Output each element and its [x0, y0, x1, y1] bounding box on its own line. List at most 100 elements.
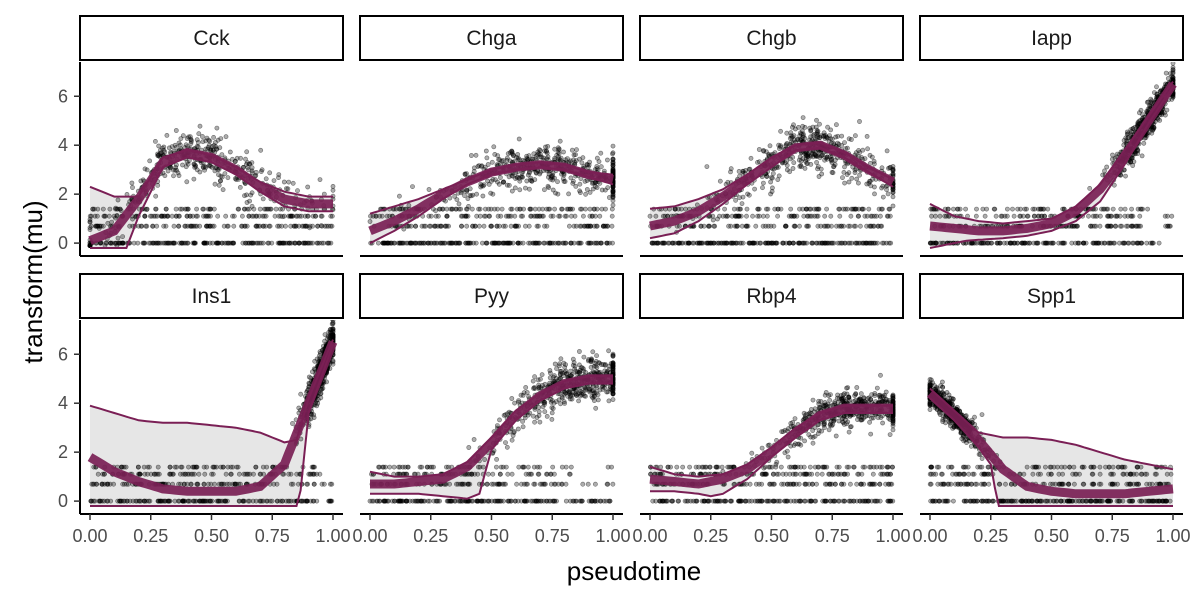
- data-point: [798, 158, 804, 164]
- data-point: [880, 194, 886, 200]
- data-point: [187, 498, 193, 504]
- data-point: [473, 152, 479, 158]
- data-point: [839, 143, 844, 148]
- data-point: [222, 171, 228, 176]
- data-point: [257, 206, 263, 212]
- data-point: [605, 223, 611, 229]
- data-point: [529, 213, 534, 219]
- data-point: [478, 181, 484, 187]
- data-point: [137, 471, 143, 477]
- data-point: [871, 158, 877, 164]
- data-point: [1108, 213, 1114, 219]
- data-point: [291, 498, 297, 504]
- data-point: [1119, 223, 1125, 229]
- data-point: [1167, 71, 1173, 76]
- data-point: [1138, 206, 1143, 212]
- data-point: [317, 391, 323, 397]
- data-point: [837, 213, 843, 219]
- data-point: [954, 206, 960, 212]
- data-point: [572, 213, 578, 219]
- data-point: [868, 183, 874, 189]
- data-point: [1031, 213, 1037, 219]
- data-point: [330, 183, 336, 189]
- data-point: [489, 498, 495, 504]
- data-point: [217, 178, 223, 184]
- data-point: [296, 223, 302, 229]
- data-point: [973, 213, 979, 219]
- data-point: [193, 213, 199, 219]
- data-point: [869, 213, 875, 219]
- data-point: [1061, 240, 1066, 246]
- data-point: [581, 213, 586, 219]
- data-point: [839, 133, 845, 139]
- data-point: [728, 223, 734, 229]
- data-point: [309, 369, 315, 375]
- data-point: [945, 206, 951, 212]
- data-point: [842, 240, 847, 246]
- data-point: [187, 213, 193, 219]
- data-point: [797, 223, 802, 229]
- data-point: [95, 206, 101, 212]
- data-point: [677, 240, 683, 246]
- data-point: [470, 223, 475, 229]
- data-point: [1108, 223, 1113, 229]
- data-point: [1145, 99, 1151, 105]
- data-point: [1009, 240, 1015, 246]
- data-point: [745, 191, 750, 197]
- data-point: [762, 240, 768, 246]
- data-point: [193, 240, 198, 246]
- data-point: [318, 387, 324, 393]
- x-tick-label: 1.00: [315, 526, 350, 546]
- data-point: [321, 191, 327, 197]
- data-point: [230, 240, 236, 246]
- data-point: [841, 169, 847, 175]
- data-point: [1163, 223, 1168, 229]
- data-point: [704, 164, 710, 169]
- data-point: [497, 471, 503, 477]
- data-point: [890, 168, 896, 173]
- facet-plot-area: [87, 123, 336, 249]
- data-point: [143, 498, 149, 504]
- data-point: [449, 240, 455, 246]
- data-point: [802, 240, 808, 246]
- data-point: [247, 498, 252, 504]
- data-point: [92, 206, 97, 212]
- data-point: [722, 206, 727, 212]
- data-point: [118, 208, 124, 213]
- data-point: [846, 170, 852, 176]
- data-point: [826, 139, 832, 144]
- data-point: [161, 144, 167, 150]
- data-point: [991, 206, 997, 212]
- data-point: [480, 193, 486, 199]
- data-point: [220, 481, 226, 487]
- data-point: [509, 148, 515, 154]
- data-point: [236, 498, 242, 504]
- data-point: [609, 464, 614, 470]
- data-point: [98, 498, 103, 504]
- fit-line: [368, 160, 614, 236]
- data-point: [573, 152, 578, 157]
- data-point: [328, 223, 334, 229]
- data-point: [1118, 206, 1124, 212]
- data-point: [264, 464, 270, 470]
- data-point: [163, 498, 169, 504]
- data-point: [672, 206, 678, 212]
- data-point: [396, 193, 402, 199]
- data-point: [181, 481, 187, 487]
- data-point: [543, 144, 548, 150]
- data-point: [301, 223, 306, 229]
- data-point: [1102, 240, 1108, 246]
- data-point: [603, 206, 608, 212]
- data-point: [801, 240, 806, 246]
- data-point: [799, 136, 804, 141]
- data-point: [592, 206, 597, 212]
- data-point: [1133, 223, 1139, 229]
- facet-strip-label: Chga: [466, 27, 517, 50]
- data-point: [105, 481, 110, 487]
- data-point: [105, 498, 111, 504]
- data-point: [544, 471, 549, 477]
- facet-strip: [359, 15, 624, 61]
- data-point: [178, 464, 184, 470]
- data-point: [1162, 213, 1168, 219]
